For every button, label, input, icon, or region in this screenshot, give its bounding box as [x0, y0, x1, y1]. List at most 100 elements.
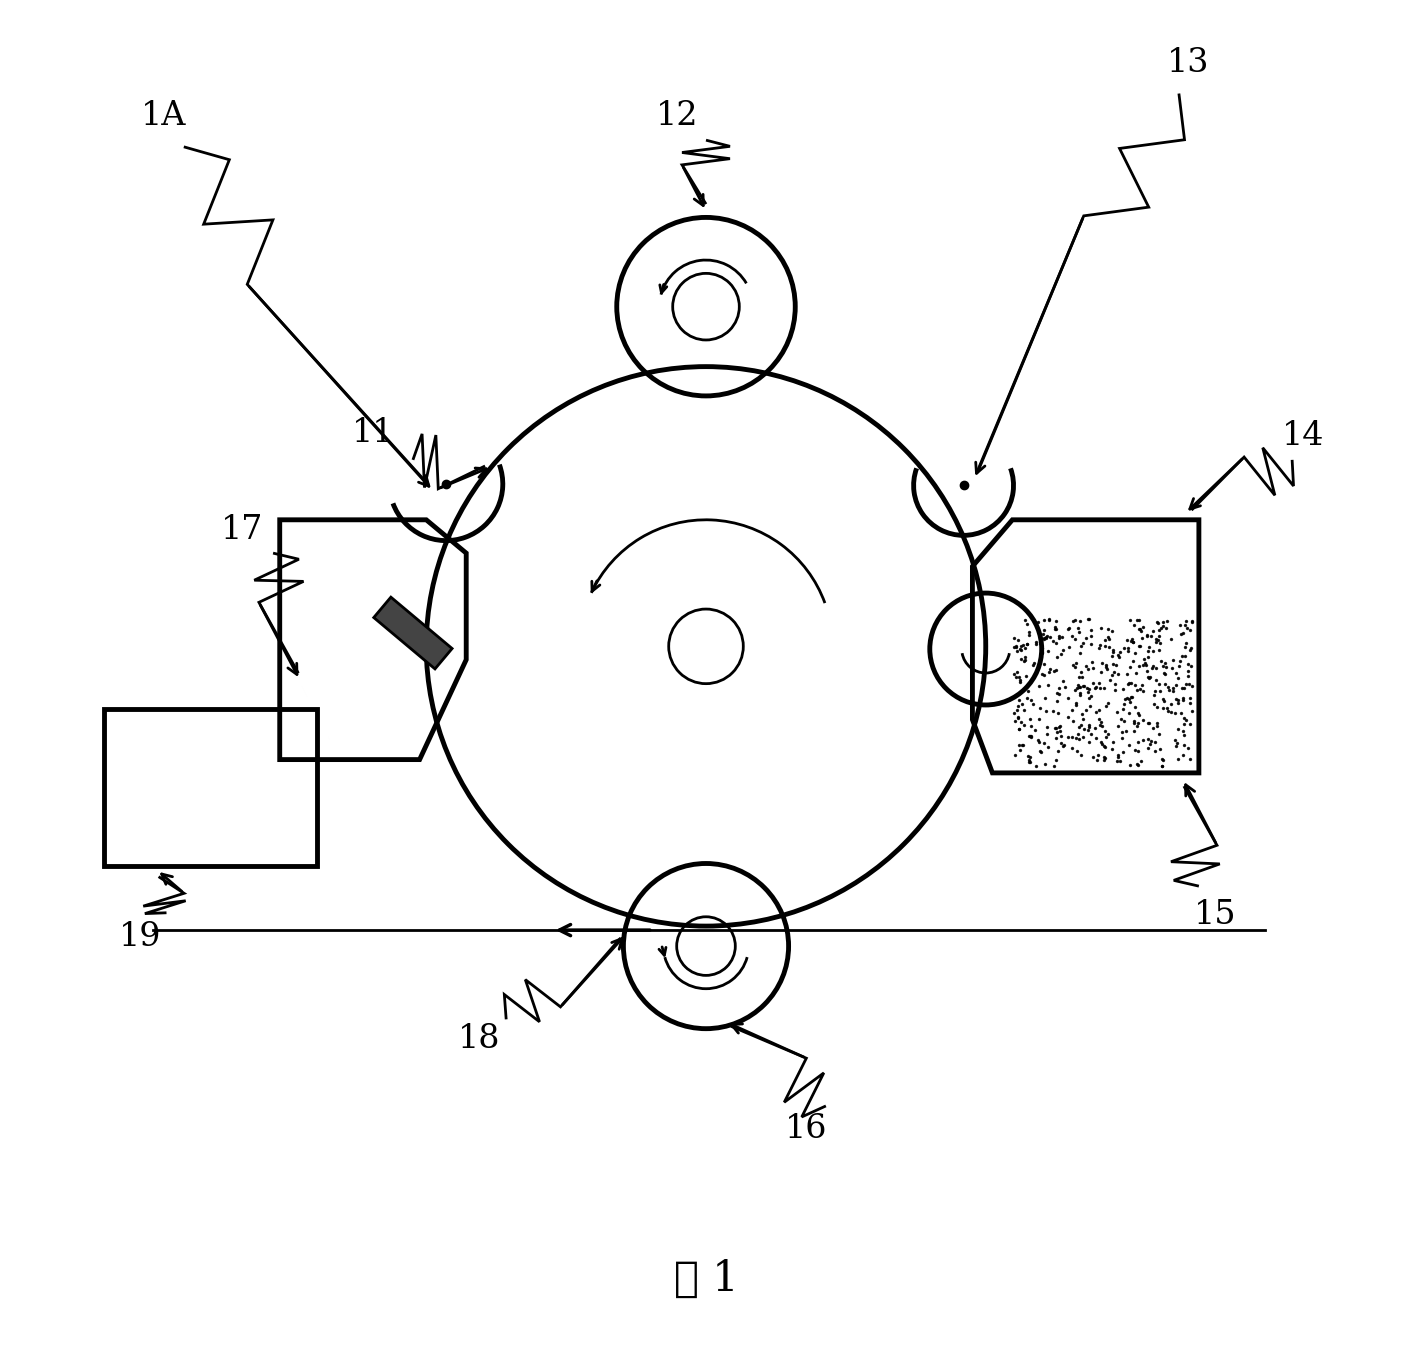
- Point: [1111, 727, 1134, 748]
- Point: [1151, 615, 1173, 637]
- Point: [1049, 715, 1072, 736]
- Point: [1045, 750, 1067, 771]
- Point: [1087, 638, 1110, 660]
- Point: [1025, 633, 1048, 654]
- Point: [1083, 677, 1106, 699]
- Point: [1014, 649, 1036, 670]
- Point: [1035, 626, 1058, 647]
- Point: [1019, 689, 1042, 711]
- Point: [1045, 660, 1067, 681]
- Point: [1171, 623, 1193, 645]
- Point: [1056, 727, 1079, 748]
- Point: [1025, 755, 1048, 777]
- Point: [1093, 735, 1115, 756]
- Point: [1172, 724, 1195, 746]
- Point: [1070, 704, 1093, 725]
- Point: [1145, 715, 1168, 736]
- Point: [1159, 629, 1182, 650]
- Point: [1086, 744, 1108, 766]
- Point: [1106, 750, 1128, 771]
- Point: [1096, 658, 1118, 680]
- Point: [1156, 697, 1179, 719]
- Point: [1067, 676, 1090, 697]
- Point: [1132, 709, 1155, 731]
- Point: [1111, 678, 1134, 700]
- Point: [1004, 744, 1027, 766]
- Point: [1169, 701, 1192, 723]
- Point: [1060, 626, 1083, 647]
- Point: [1051, 732, 1073, 754]
- Point: [1117, 641, 1139, 662]
- Point: [1072, 725, 1094, 747]
- Point: [1069, 684, 1091, 705]
- Point: [1069, 715, 1091, 736]
- Point: [1175, 646, 1197, 668]
- Point: [1011, 693, 1034, 715]
- Point: [1097, 724, 1120, 746]
- Point: [1005, 641, 1028, 662]
- Point: [1144, 740, 1166, 762]
- Point: [1175, 709, 1197, 731]
- Point: [1045, 646, 1067, 668]
- Point: [1165, 688, 1187, 709]
- Point: [1097, 692, 1120, 713]
- Point: [1172, 622, 1195, 643]
- Point: [1022, 693, 1045, 715]
- Point: [1067, 728, 1090, 750]
- Point: [1079, 695, 1101, 716]
- Point: [1034, 653, 1056, 674]
- Point: [1069, 610, 1091, 631]
- Point: [1032, 629, 1055, 650]
- Point: [1180, 700, 1203, 721]
- Point: [1017, 746, 1039, 767]
- Point: [1115, 720, 1138, 742]
- Point: [1077, 731, 1100, 752]
- Point: [1032, 627, 1055, 649]
- Point: [1077, 715, 1100, 736]
- Point: [1032, 623, 1055, 645]
- Point: [1049, 720, 1072, 742]
- Point: [1113, 637, 1135, 658]
- Point: [1003, 635, 1025, 657]
- Point: [1029, 740, 1052, 762]
- Point: [1127, 610, 1149, 631]
- Point: [1142, 693, 1165, 715]
- Point: [1010, 649, 1032, 670]
- Point: [1075, 654, 1097, 676]
- Point: [1148, 738, 1171, 759]
- Point: [1046, 701, 1069, 723]
- Point: [1072, 633, 1094, 654]
- Point: [1010, 739, 1032, 760]
- Point: [1104, 673, 1127, 695]
- Point: [1008, 719, 1031, 740]
- Point: [1138, 637, 1161, 658]
- Point: [1063, 629, 1086, 650]
- Point: [1012, 715, 1035, 736]
- Point: [1180, 611, 1203, 633]
- Point: [1155, 610, 1178, 631]
- Point: [1015, 665, 1038, 686]
- Point: [1048, 682, 1070, 704]
- Point: [1141, 621, 1163, 642]
- Point: [1048, 627, 1070, 649]
- Point: [1018, 746, 1041, 767]
- Point: [1179, 693, 1202, 715]
- Point: [1123, 712, 1145, 734]
- Text: 14: 14: [1282, 420, 1324, 452]
- Point: [1118, 734, 1141, 755]
- Point: [1031, 642, 1053, 664]
- Point: [1115, 664, 1138, 685]
- Point: [1067, 674, 1090, 696]
- Point: [1094, 657, 1117, 678]
- Point: [1005, 661, 1028, 682]
- Point: [1179, 688, 1202, 709]
- Point: [1106, 701, 1128, 723]
- Point: [1142, 684, 1165, 705]
- Point: [1039, 658, 1062, 680]
- Point: [1039, 627, 1062, 649]
- Point: [1008, 689, 1031, 711]
- Point: [1171, 646, 1193, 668]
- Point: [1087, 673, 1110, 695]
- Point: [1094, 720, 1117, 742]
- Point: [1154, 673, 1176, 695]
